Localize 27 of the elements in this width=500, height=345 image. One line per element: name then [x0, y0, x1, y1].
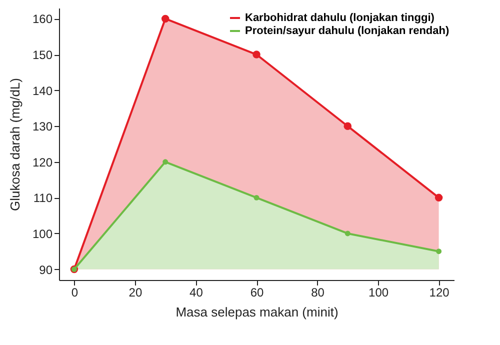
point [254, 194, 260, 200]
y-tick-label: 100 [32, 226, 53, 241]
y-tick-label: 90 [39, 262, 53, 277]
y-tick-label: 110 [33, 191, 53, 206]
point [162, 159, 168, 165]
x-tick-label: 40 [190, 286, 204, 300]
y-tick-label: 140 [32, 84, 53, 98]
legend-label: Karbohidrat dahulu (lonjakan tinggi) [245, 12, 435, 24]
point [344, 122, 352, 130]
y-axis-title: Glukosa darah (mg/dL) [7, 78, 22, 211]
x-axis-title: Masa selepas makan (minit) [176, 304, 338, 320]
legend-label: Protein/sayur dahulu (lonjakan rendah) [245, 25, 450, 37]
x-tick-label: 120 [429, 286, 450, 300]
y-tick-label: 160 [32, 12, 53, 26]
y-tick-label: 130 [32, 120, 53, 134]
point [252, 50, 260, 58]
y-tick-label: 150 [32, 48, 53, 62]
point [161, 14, 170, 23]
x-tick-label: 100 [368, 286, 389, 300]
x-tick-label: 20 [128, 286, 142, 300]
x-tick-label: 80 [311, 286, 325, 300]
point [344, 230, 350, 236]
x-tick-label: 0 [71, 286, 78, 300]
y-tick-label: 120 [32, 155, 53, 170]
point [436, 248, 442, 254]
point [434, 194, 443, 202]
x-tick-label: 60 [250, 286, 264, 300]
